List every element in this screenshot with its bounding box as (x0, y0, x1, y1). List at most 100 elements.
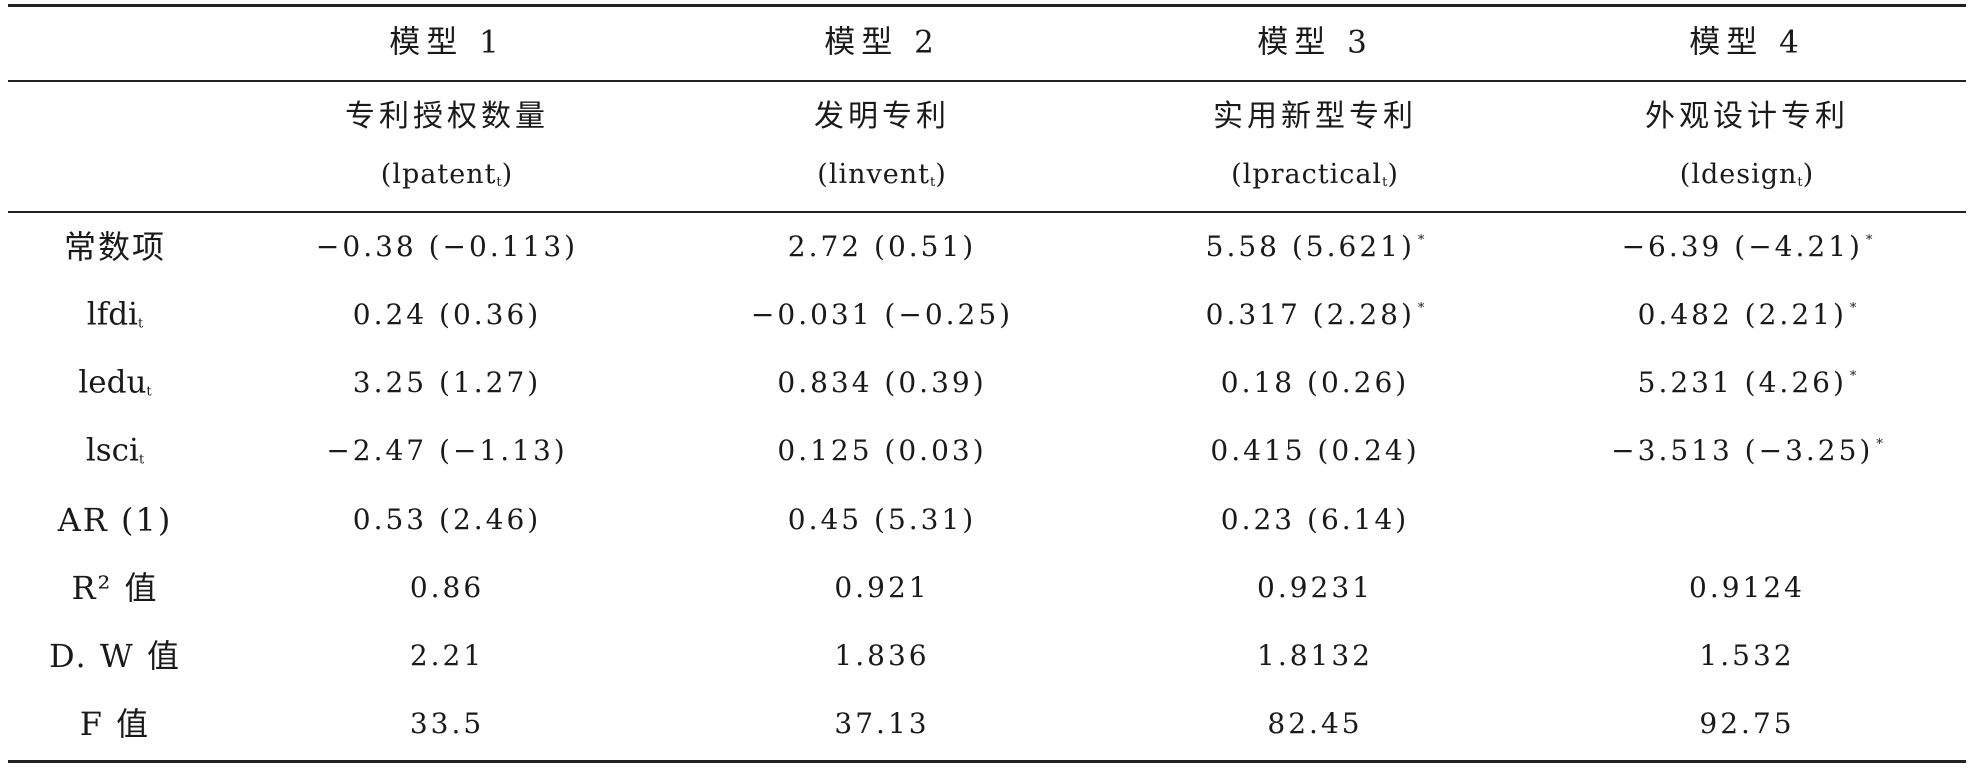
variable-code: ldesign (1691, 159, 1798, 190)
table-cell: 0.86 (410, 574, 484, 602)
table-cell: 92.75 (1699, 710, 1794, 738)
cell-value: 1.836 (834, 639, 930, 672)
table-cell: 5.231 (4.26) * (1638, 369, 1857, 397)
row-label: D. W 值 (49, 640, 181, 672)
table-cell: 0.45 (5.31) (788, 506, 976, 534)
cell-value: 0.317 (2.28) (1205, 298, 1415, 331)
row-label-text: lsci (85, 432, 139, 469)
variable-subscript: t (1797, 175, 1803, 190)
table-cell: 0.53 (2.46) (353, 506, 541, 534)
cell-value: 0.415 (0.24) (1210, 434, 1420, 467)
table-cell: 37.13 (834, 710, 929, 738)
significance-star: * (1865, 233, 1873, 248)
cell-value: 82.45 (1267, 707, 1363, 740)
subheader-rule (8, 211, 1966, 213)
dependent-variable-name: 外观设计专利 (1645, 99, 1849, 134)
cell-value: 33.5 (409, 707, 485, 740)
dependent-variable-name: 专利授权数量 (345, 99, 549, 134)
row-label: lfdit (86, 296, 144, 333)
table-cell: 1.8132 (1257, 642, 1373, 670)
dependent-variable-code: (lpracticalt) (1231, 159, 1399, 190)
dependent-variable-code: (lpatentt) (380, 159, 514, 190)
row-label-subscript: t (137, 316, 144, 332)
dependent-variable-name: 发明专利 (814, 99, 950, 134)
table-cell: 33.5 (410, 710, 484, 738)
variable-subscript: t (496, 175, 502, 190)
cell-value: 2.72 (0.51) (787, 230, 977, 263)
cell-value: 0.921 (834, 571, 930, 604)
row-label: 常数项 (64, 231, 166, 263)
cell-value: −3.513 (−3.25) (1611, 434, 1874, 467)
table-cell: 0.24 (0.36) (353, 301, 541, 329)
model-header: 模型 1 (389, 24, 505, 61)
significance-star: * (1849, 301, 1857, 316)
table-cell: 0.834 (0.39) (777, 369, 986, 397)
table-cell: −6.39 (−4.21) * (1622, 233, 1873, 261)
cell-value: 0.86 (409, 571, 485, 604)
cell-value: 0.482 (2.21) (1637, 298, 1847, 331)
row-label-text: R² 值 (71, 569, 159, 607)
table-cell: −0.38 (−0.113) (316, 233, 578, 261)
model-header: 模型 2 (824, 24, 940, 61)
cell-value: 0.9124 (1689, 571, 1805, 604)
table-cell: 0.317 (2.28) * (1206, 301, 1425, 329)
header-rule (8, 80, 1966, 82)
cell-value: −0.031 (−0.25) (750, 298, 1014, 331)
cell-value: 0.53 (2.46) (352, 503, 542, 536)
dependent-variable-code: (linventt) (817, 159, 947, 190)
row-label: F 值 (80, 708, 150, 740)
cell-value: 2.21 (409, 639, 485, 672)
significance-star: * (1849, 369, 1857, 384)
cell-value: 0.9231 (1257, 571, 1373, 604)
variable-code: lpractical (1242, 159, 1383, 190)
cell-value: 0.45 (5.31) (787, 503, 977, 536)
cell-value: 0.24 (0.36) (352, 298, 542, 331)
bottom-rule (8, 760, 1966, 763)
cell-value: 1.8132 (1257, 639, 1373, 672)
cell-value: 5.58 (5.621) (1205, 230, 1415, 263)
table-cell: −2.47 (−1.13) (326, 437, 567, 465)
table-cell: 2.72 (0.51) (788, 233, 976, 261)
significance-star: * (1876, 437, 1883, 452)
cell-value: 3.25 (1.27) (352, 366, 542, 399)
row-label-text: D. W 值 (49, 637, 181, 675)
table-cell: 0.921 (834, 574, 929, 602)
table-cell: 0.18 (0.26) (1221, 369, 1409, 397)
dependent-variable-code: (ldesignt) (1679, 159, 1815, 190)
cell-value: −6.39 (−4.21) (1621, 230, 1863, 263)
cell-value: −2.47 (−1.13) (326, 434, 568, 467)
row-label: lscit (85, 432, 144, 469)
row-label-text: F 值 (79, 705, 151, 743)
row-label: AR (1) (58, 504, 173, 536)
dependent-variable-name: 实用新型专利 (1213, 99, 1417, 134)
model-header: 模型 4 (1689, 24, 1805, 61)
table-cell: 1.836 (834, 642, 929, 670)
table-cell: 0.415 (0.24) (1210, 437, 1419, 465)
row-label-text: AR (1) (57, 501, 173, 539)
table-cell: 0.23 (6.14) (1221, 506, 1409, 534)
row-label-text: lfdi (86, 296, 138, 333)
row-label-text: 常数项 (63, 228, 167, 266)
table-cell: 3.25 (1.27) (353, 369, 541, 397)
variable-code: linvent (828, 159, 930, 190)
cell-value: 0.18 (0.26) (1220, 366, 1410, 399)
table-cell: 1.532 (1699, 642, 1794, 670)
model-header: 模型 3 (1257, 24, 1373, 61)
row-label: ledut (78, 364, 151, 401)
table-cell: −0.031 (−0.25) (751, 301, 1013, 329)
cell-value: 0.125 (0.03) (777, 434, 987, 467)
table-cell: −3.513 (−3.25) * (1611, 437, 1883, 465)
row-label: R² 值 (71, 572, 158, 604)
variable-subscript: t (929, 175, 936, 190)
cell-value: 37.13 (834, 707, 930, 740)
table-cell: 0.9231 (1257, 574, 1373, 602)
cell-value: 0.834 (0.39) (777, 366, 987, 399)
variable-subscript: t (1382, 175, 1388, 190)
top-rule (8, 4, 1966, 7)
row-label-text: ledu (78, 364, 147, 401)
table-cell: 0.482 (2.21) * (1638, 301, 1857, 329)
table-cell: 0.125 (0.03) (777, 437, 986, 465)
cell-value: 1.532 (1699, 639, 1795, 672)
table-cell: 2.21 (410, 642, 484, 670)
significance-star: * (1417, 233, 1425, 248)
